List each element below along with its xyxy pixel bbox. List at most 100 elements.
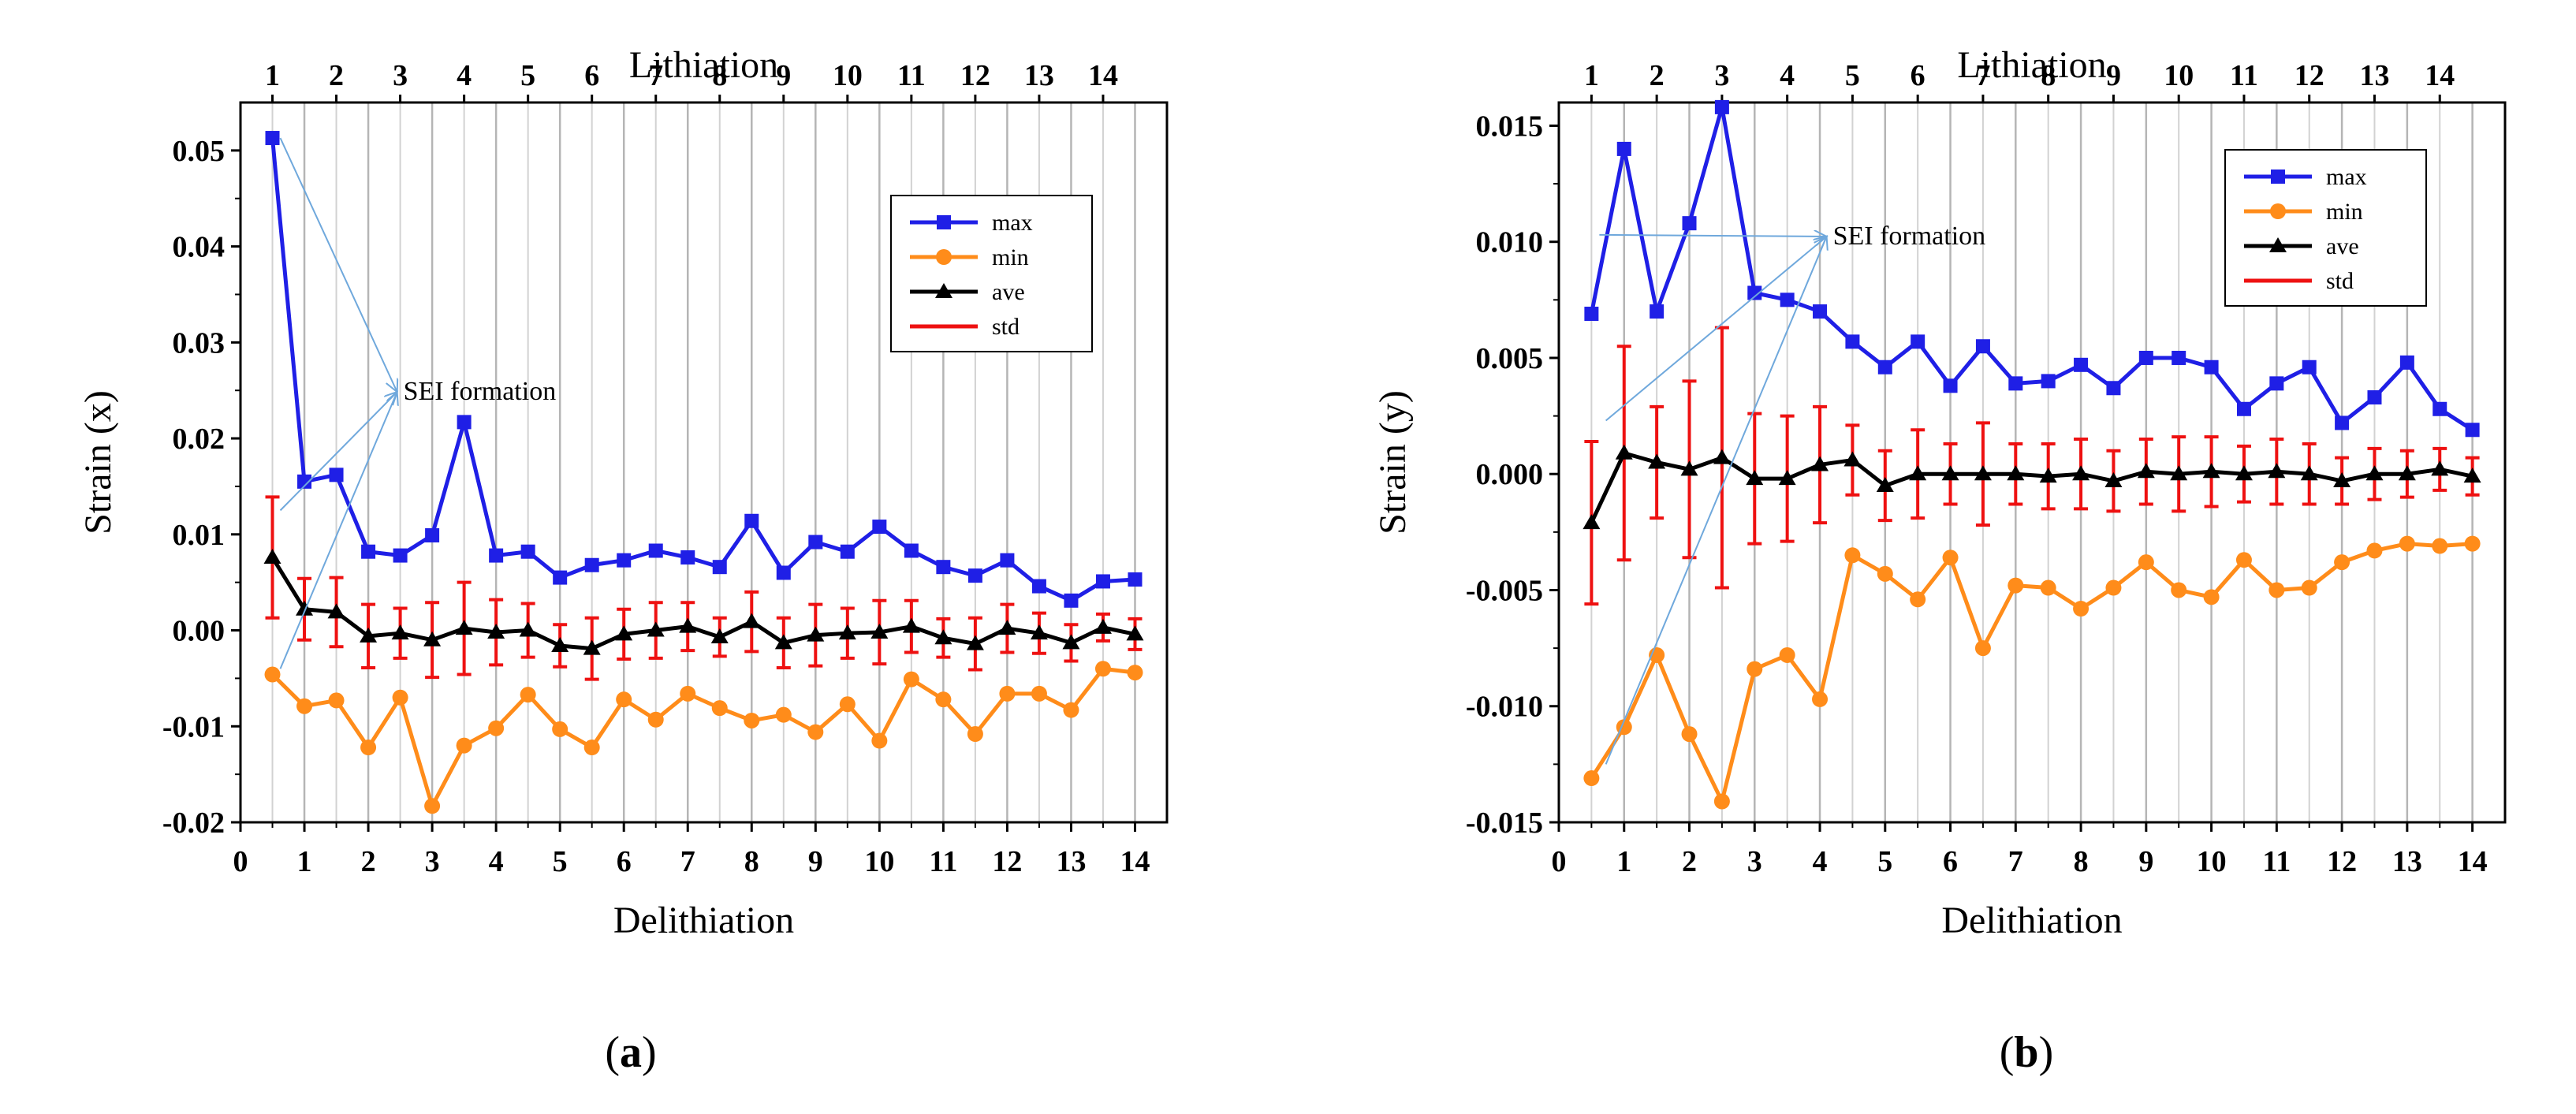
y-tick-label: -0.015 (1466, 807, 1543, 840)
x-tick-label: 10 (2197, 845, 2227, 878)
data-point-max (2074, 357, 2089, 372)
data-point-ave (615, 625, 633, 641)
data-point-max (2432, 401, 2447, 416)
data-point-min (903, 671, 919, 687)
series-line-max (270, 137, 1135, 603)
x-axis-label: Delithiation (1941, 900, 2122, 941)
data-point-max (967, 568, 982, 583)
data-point-max (904, 543, 919, 558)
data-point-ave (1974, 465, 1992, 481)
top-tick-label: 6 (584, 59, 599, 92)
data-point-ave (487, 623, 505, 639)
data-point-max (2008, 376, 2023, 391)
data-point-min (711, 700, 728, 717)
data-point-max (872, 520, 887, 535)
legend-item-std: std (2244, 268, 2354, 294)
y-tick-label: 0.01 (173, 519, 226, 552)
data-point-ave (838, 624, 856, 640)
data-point-ave (1909, 465, 1927, 481)
plot-frame (239, 101, 1169, 824)
data-point-ave (2431, 460, 2449, 476)
data-point-min (1942, 550, 1959, 566)
x-tick-label: 7 (2008, 845, 2023, 878)
data-point-min (935, 691, 952, 708)
data-point-max (1813, 304, 1828, 319)
y-tick-label: -0.005 (1466, 574, 1543, 607)
x-tick-label: 14 (2458, 845, 2488, 878)
legend-label-min: min (2326, 199, 2363, 225)
data-point-ave (647, 621, 665, 637)
data-point-ave (902, 617, 920, 633)
data-point-min (424, 798, 441, 814)
data-point-max (584, 557, 599, 572)
data-point-min (1974, 640, 1991, 657)
data-point-ave (774, 634, 792, 650)
data-point-max (1911, 334, 1925, 349)
data-point-max (2041, 374, 2056, 389)
panel-b-strain-y: 0 1 2 3 4 5 6 7 8 9 10 11 12 13 141 2 3 4 5 6 7 8 9 10 11 12 13 14-… (1372, 44, 2507, 941)
data-point-ave (966, 635, 984, 650)
data-point-max (2367, 390, 2382, 405)
data-point-ave (583, 639, 601, 655)
y-tick-label: -0.010 (1466, 691, 1543, 724)
data-point-ave (2039, 468, 2057, 483)
x-tick-label: 11 (929, 845, 957, 878)
x-tick-label: 4 (1813, 845, 1828, 878)
legend-label-ave: ave (992, 279, 1025, 305)
data-point-min (1812, 691, 1829, 707)
y-tick-label: 0.00 (173, 615, 226, 648)
x-tick-label: 0 (1552, 845, 1567, 878)
legend-item-min: min (2244, 199, 2363, 225)
data-point-ave (2104, 472, 2123, 488)
data-point-min (552, 721, 569, 737)
data-point-max (1943, 378, 1958, 393)
top-tick-label: 9 (2106, 59, 2121, 92)
data-point-min (1910, 591, 1926, 608)
data-point-max (2106, 381, 2121, 396)
data-point-max (840, 544, 855, 559)
y-tick-label: 0.010 (1476, 226, 1544, 259)
x-tick-label: 10 (864, 845, 894, 878)
plot-frame (1557, 101, 2507, 824)
data-point-min (1031, 685, 1047, 702)
data-point-max (1616, 141, 1631, 156)
data-point-min (1779, 646, 1795, 663)
annotation-arrow (1605, 237, 1827, 765)
data-point-min (1127, 665, 1143, 681)
top-tick-label: 1 (265, 59, 280, 92)
top-tick-label: 5 (520, 59, 535, 92)
data-point-ave (934, 629, 952, 645)
data-point-min (807, 724, 824, 740)
data-point-ave (1648, 453, 1666, 469)
series-line-max (1589, 105, 2473, 432)
data-point-ave (1615, 444, 1633, 460)
x-tick-label: 12 (992, 845, 1022, 878)
legend-item-max: max (910, 210, 1033, 236)
data-point-max (1031, 579, 1046, 594)
y-tick-label: -0.01 (162, 710, 225, 743)
data-point-max (2269, 376, 2284, 391)
legend-marker-min (936, 249, 952, 265)
x-tick-label: 1 (297, 845, 312, 878)
data-point-min (2334, 554, 2350, 571)
legend-marker-max (937, 215, 951, 229)
data-point-max (1682, 216, 1697, 231)
data-point-ave (360, 627, 378, 643)
data-point-min (583, 740, 600, 756)
top-tick-label: 3 (393, 59, 408, 92)
data-point-min (1063, 702, 1079, 718)
data-point-ave (2398, 465, 2416, 481)
data-point-max (489, 548, 504, 563)
x-tick-label: 1 (1616, 845, 1631, 878)
data-point-max (2138, 350, 2153, 365)
top-tick-label: 7 (648, 59, 663, 92)
data-point-ave (2235, 465, 2253, 481)
data-point-min (2464, 535, 2481, 552)
data-point-max (712, 560, 727, 575)
top-tick-label: 14 (1088, 59, 1118, 92)
data-point-max (2399, 355, 2414, 370)
data-point-max (425, 528, 440, 543)
data-point-min (616, 691, 632, 708)
top-tick-label: 2 (1650, 59, 1665, 92)
data-point-ave (1778, 470, 1796, 486)
